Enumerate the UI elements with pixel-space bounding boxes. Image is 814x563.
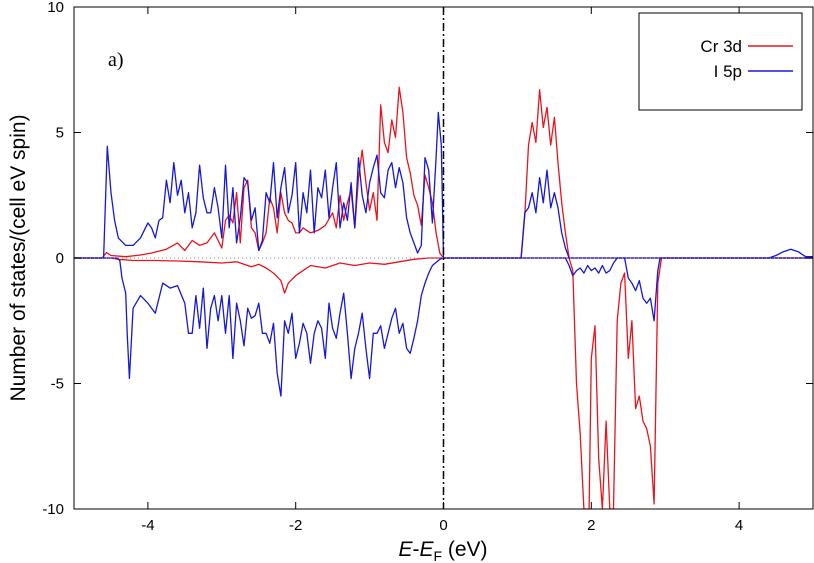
ticks-layer: -4 -2 0 2 4 -10 -5 0 5 10 bbox=[42, 0, 813, 534]
y-tick-label: 10 bbox=[47, 0, 64, 16]
x-axis-label-subscript: F bbox=[433, 548, 442, 563]
y-tick-label: 5 bbox=[56, 125, 64, 142]
legend-label-cr-3d: Cr 3d bbox=[700, 37, 742, 56]
x-tick-label: -2 bbox=[289, 517, 302, 534]
panel-label: a) bbox=[108, 49, 124, 71]
series-i-5p-spin-down bbox=[74, 257, 813, 397]
y-axis-label: Number of states/(cell eV spin) bbox=[7, 114, 30, 401]
x-axis-label: E-EF (eV) bbox=[398, 538, 487, 563]
x-axis-label-e: E bbox=[398, 538, 413, 561]
series-i-5p-spin-up bbox=[74, 111, 813, 259]
y-tick-label: -5 bbox=[51, 376, 64, 393]
x-tick-label: -4 bbox=[141, 517, 154, 534]
x-axis-label-e2: E bbox=[419, 538, 434, 561]
legend-box bbox=[638, 12, 803, 111]
x-tick-label: 4 bbox=[735, 517, 743, 534]
x-tick-label: 2 bbox=[587, 517, 595, 534]
legend: Cr 3d I 5p bbox=[638, 12, 803, 111]
series-layer bbox=[74, 86, 813, 509]
x-axis-label-dash: - bbox=[412, 538, 419, 561]
legend-label-i-5p: I 5p bbox=[714, 62, 742, 81]
y-tick-label: 0 bbox=[56, 250, 64, 267]
x-tick-label: 0 bbox=[439, 517, 447, 534]
x-axis-label-unit: (eV) bbox=[442, 538, 488, 561]
y-tick-label: -10 bbox=[42, 501, 64, 518]
